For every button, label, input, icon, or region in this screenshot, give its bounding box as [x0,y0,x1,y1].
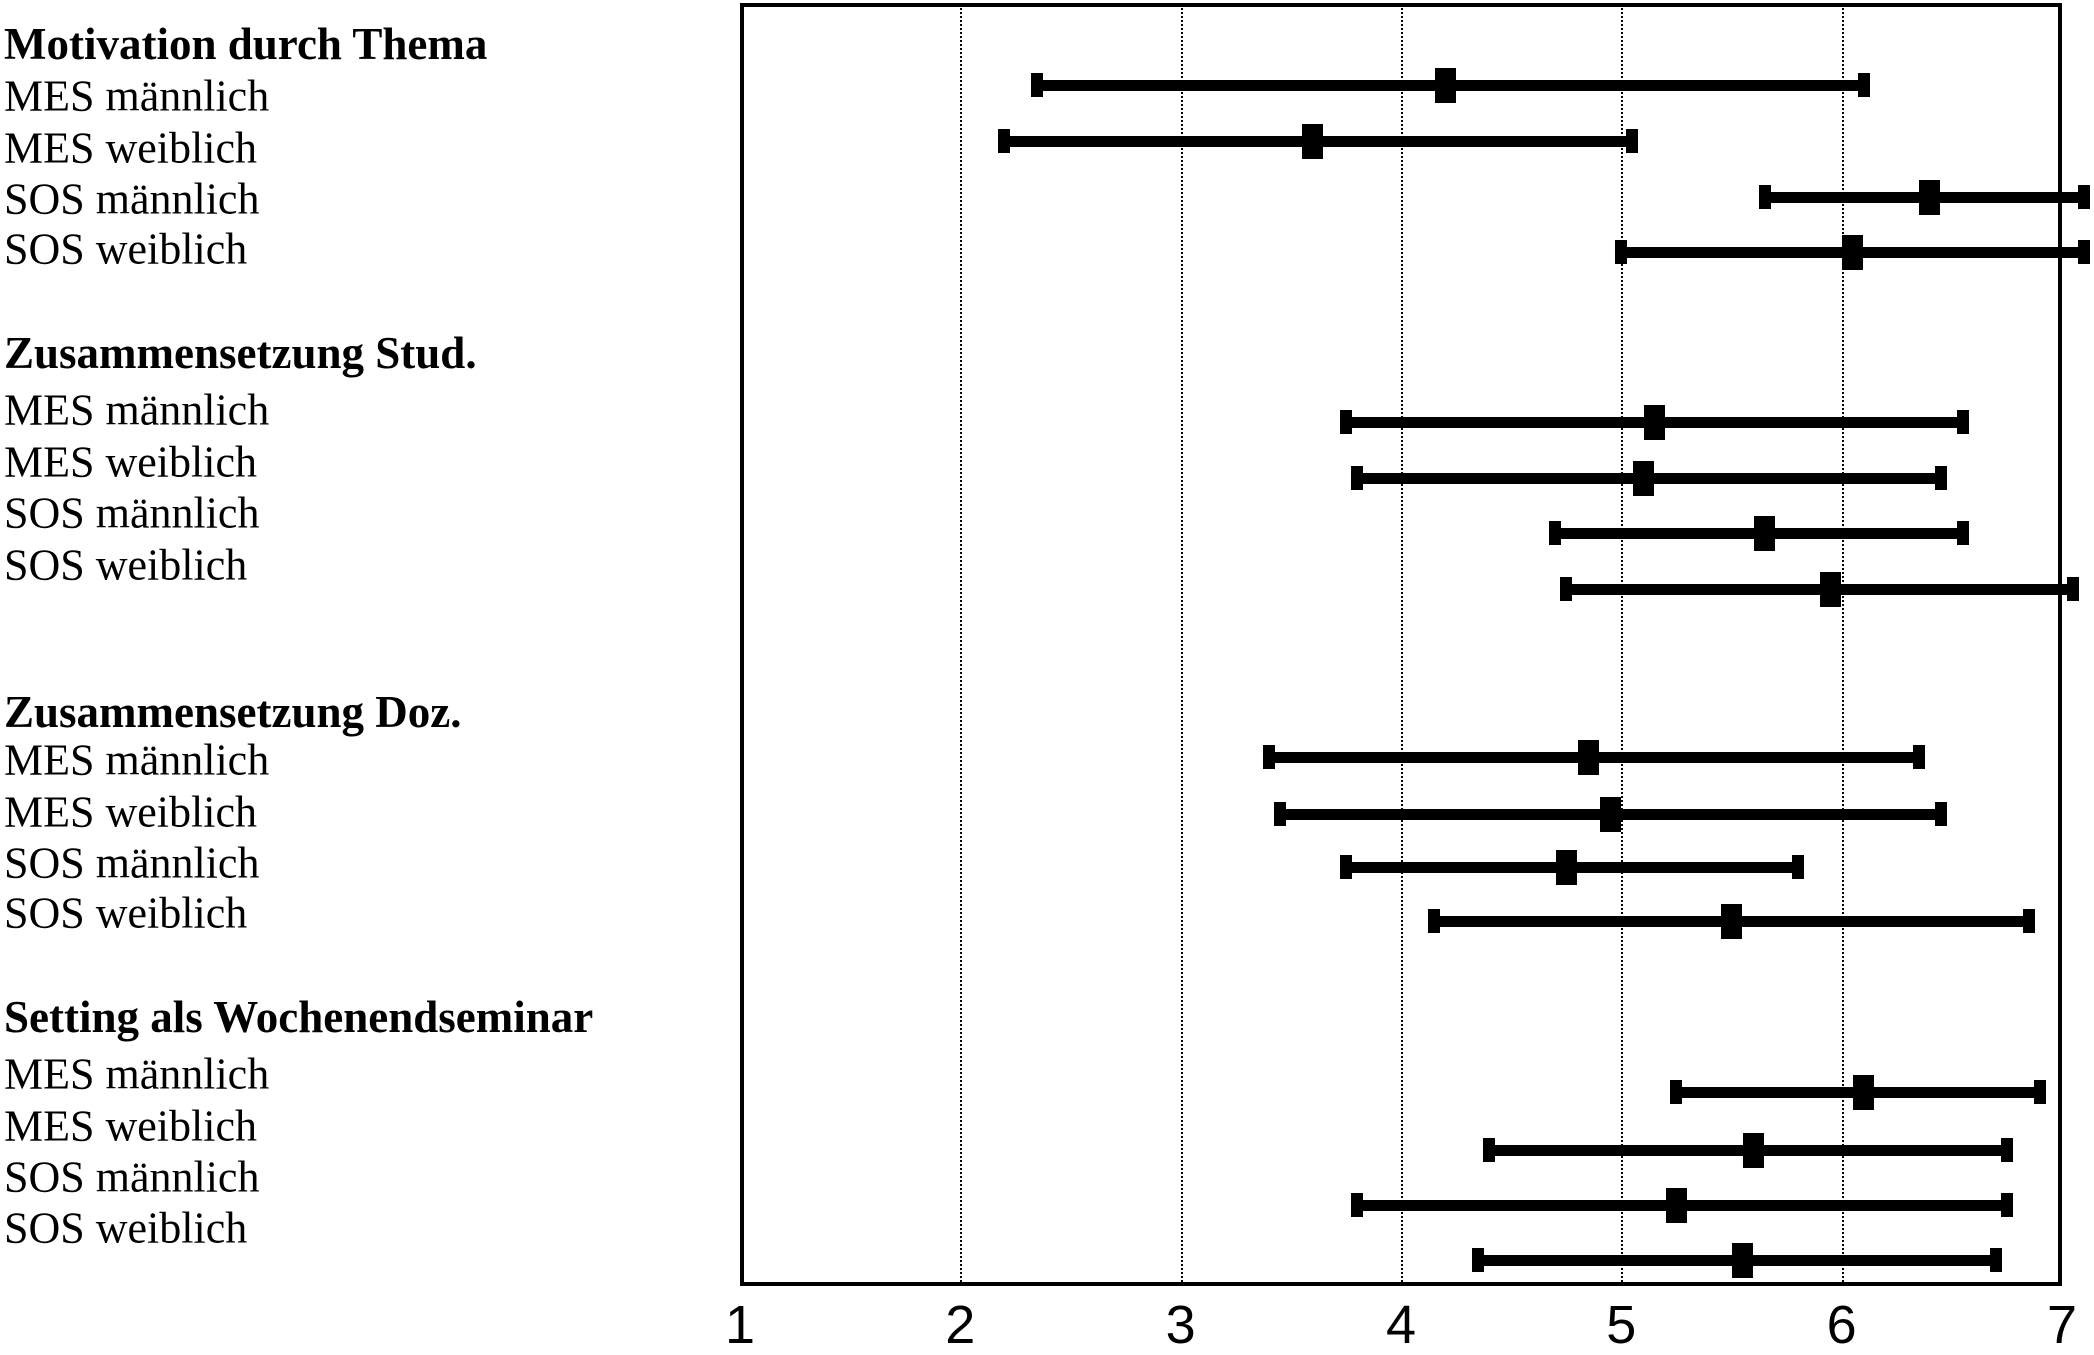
ci-cap-right [2033,1080,2046,1104]
row-label: MES männlich [4,735,270,785]
mean-marker [1754,515,1776,551]
ci-cap-left [1350,466,1363,490]
row-label: SOS weiblich [4,540,248,590]
ci-cap-left [1670,1080,1683,1104]
mean-marker [1643,404,1665,440]
x-tick-label-4: 4 [1385,1295,1417,1355]
gridline-x-5 [1621,3,1624,1286]
ci-cap-right [1956,521,1969,545]
mean-marker [1853,1074,1875,1110]
row-label: MES weiblich [4,123,257,173]
group-heading: Setting als Wochenendseminar [4,992,594,1042]
mean-marker [1743,1132,1765,1168]
mean-marker [1577,739,1599,775]
ci-cap-left [1273,802,1286,826]
mean-marker [1842,234,1864,270]
ci-cap-right [2000,1193,2013,1217]
ci-cap-right [1956,410,1969,434]
ci-cap-right [1934,466,1947,490]
row-label: SOS männlich [4,488,260,538]
gridline-x-6 [1841,3,1844,1286]
mean-marker [1434,67,1456,103]
ci-cap-left [1262,745,1275,769]
ci-cap-right [2067,577,2080,601]
ci-cap-right [2078,240,2091,264]
ci-cap-right [2000,1138,2013,1162]
x-tick-label-6: 6 [1826,1295,1857,1355]
x-tick-label-1: 1 [724,1295,756,1355]
ci-cap-right [1989,1248,2002,1272]
ci-cap-right [2022,909,2035,933]
ci-cap-left [1031,73,1044,97]
row-label: MES weiblich [4,1101,257,1151]
ci-cap-left [1472,1248,1485,1272]
row-label: MES männlich [4,71,270,121]
ci-cap-right [1857,73,1870,97]
ci-line [1566,583,2074,595]
row-label: SOS männlich [4,838,260,888]
ci-cap-left [1549,521,1562,545]
gridline-x-4 [1401,3,1403,1286]
row-label: SOS männlich [4,1152,260,1202]
ci-cap-right [2078,185,2091,209]
mean-marker [1919,179,1941,215]
group-heading: Zusammensetzung Stud. [4,328,477,378]
group-heading: Motivation durch Thema [4,19,488,69]
ci-cap-left [1350,1193,1363,1217]
row-label: SOS weiblich [4,224,248,274]
ci-cap-right [1791,855,1804,879]
ci-cap-left [1428,909,1441,933]
mean-marker [1302,123,1324,159]
ci-cap-right [1934,802,1947,826]
ci-cap-left [1339,410,1352,434]
ci-cap-left [998,129,1011,153]
mean-marker [1599,796,1621,832]
gridline-x-3 [1180,3,1183,1286]
ci-cap-left [1339,855,1352,879]
ci-cap-left [1758,185,1771,209]
row-label: SOS weiblich [4,888,248,938]
x-tick-label-7: 7 [2046,1295,2078,1355]
ci-cap-right [1912,745,1925,769]
x-tick-label-5: 5 [1606,1295,1637,1355]
ci-cap-left [1560,577,1573,601]
row-label: MES weiblich [4,787,257,837]
row-label: SOS männlich [4,174,260,224]
mean-marker [1665,1187,1687,1223]
mean-marker [1732,1242,1754,1278]
row-label: MES männlich [4,385,270,435]
mean-marker [1820,571,1842,607]
row-label: MES männlich [4,1049,270,1099]
x-tick-label-2: 2 [945,1295,976,1355]
x-tick-label-3: 3 [1165,1295,1196,1355]
row-label: MES weiblich [4,437,257,487]
row-label: SOS weiblich [4,1203,248,1253]
mean-marker [1555,849,1577,885]
ci-cap-left [1483,1138,1496,1162]
mean-marker [1632,460,1654,496]
ci-cap-left [1615,240,1628,264]
mean-marker [1721,903,1742,939]
group-heading: Zusammensetzung Doz. [4,687,462,737]
ci-cap-right [1626,129,1639,153]
gridline-x-2 [960,3,963,1286]
